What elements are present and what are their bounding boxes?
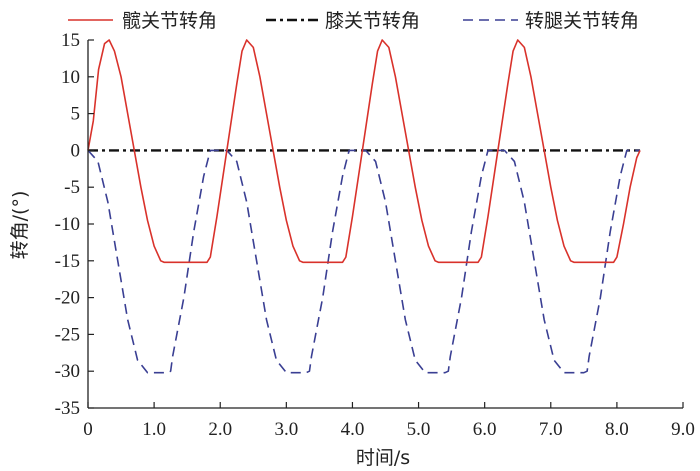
- y-tick-label: -20: [55, 288, 80, 309]
- x-axis-title: 时间/s: [356, 447, 410, 469]
- x-tick-label: 1.0: [142, 419, 166, 440]
- x-tick-label: 7.0: [539, 419, 563, 440]
- x-tick-label: 8.0: [605, 419, 629, 440]
- legend: 髋关节转角 膝关节转角 转腿关节转角: [68, 10, 639, 32]
- y-tick-label: -10: [55, 214, 80, 235]
- legend-label-0: 髋关节转角: [122, 10, 217, 32]
- y-axis-title: 转角/(°): [9, 191, 31, 260]
- y-tick-label: 15: [61, 30, 80, 51]
- x-tick-label: 9.0: [671, 419, 695, 440]
- x-tick-label: 2.0: [208, 419, 232, 440]
- y-tick-label: 5: [71, 104, 81, 125]
- y-tick-label: -15: [55, 251, 80, 272]
- legend-label-2: 转腿关节转角: [525, 10, 639, 32]
- x-tick-label: 6.0: [473, 419, 497, 440]
- y-tick-label: -35: [55, 398, 80, 419]
- x-tick-label: 3.0: [274, 419, 298, 440]
- y-tick-label: -5: [64, 177, 80, 198]
- legend-label-1: 膝关节转角: [325, 10, 420, 32]
- y-tick-label: 0: [71, 140, 81, 161]
- x-tick-label: 4.0: [341, 419, 365, 440]
- y-tick-label: -25: [55, 324, 80, 345]
- series-line-0: [87, 39, 641, 264]
- y-tick-label: 10: [61, 67, 80, 88]
- y-tick-label: -30: [55, 361, 80, 382]
- x-tick-label: 5.0: [407, 419, 431, 440]
- x-tick-label: 0: [83, 419, 93, 440]
- series-line-2: [87, 149, 641, 374]
- plot-area: [87, 39, 641, 374]
